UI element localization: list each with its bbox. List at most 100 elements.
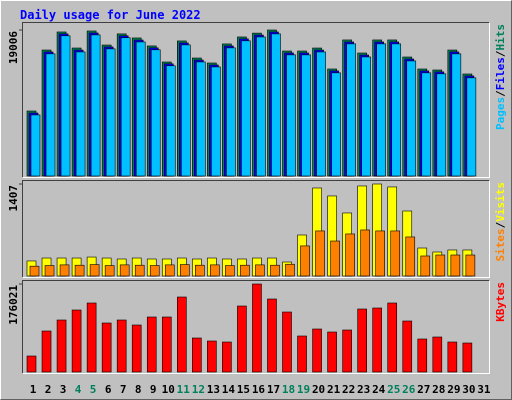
bar bbox=[361, 56, 371, 177]
x-tick-label: 26 bbox=[402, 383, 416, 396]
bar bbox=[301, 54, 311, 177]
bar bbox=[71, 309, 82, 373]
x-tick-label: 23 bbox=[357, 383, 370, 396]
bar bbox=[331, 72, 341, 177]
bar bbox=[462, 342, 473, 373]
bar bbox=[237, 305, 247, 373]
bar bbox=[466, 77, 477, 177]
bar bbox=[180, 264, 190, 277]
x-tick-label: 12 bbox=[192, 383, 205, 396]
legend-entry: Pages bbox=[494, 97, 507, 130]
x-tick-label: 3 bbox=[60, 383, 67, 396]
legend-separator: / bbox=[494, 50, 507, 57]
bar bbox=[376, 43, 386, 177]
bar bbox=[164, 264, 175, 277]
x-tick-label: 20 bbox=[312, 383, 325, 396]
x-tick-label: 28 bbox=[432, 383, 445, 396]
bar bbox=[105, 48, 116, 177]
legend-separator: / bbox=[494, 90, 507, 97]
bar bbox=[101, 322, 112, 373]
bar bbox=[59, 264, 70, 277]
bar bbox=[116, 319, 127, 373]
x-tick-label: 11 bbox=[177, 383, 191, 396]
bar bbox=[450, 254, 461, 277]
bar bbox=[447, 341, 458, 373]
panel-edge bbox=[22, 180, 490, 278]
x-tick-label: 15 bbox=[237, 383, 250, 396]
bar bbox=[181, 44, 191, 177]
x-tick-label: 22 bbox=[342, 383, 355, 396]
x-tick-label: 16 bbox=[252, 383, 266, 396]
legend: KBytes bbox=[494, 282, 507, 322]
bar bbox=[375, 230, 385, 277]
legend: Sites/Visits bbox=[494, 182, 507, 262]
x-tick-label: 7 bbox=[120, 383, 127, 396]
bar bbox=[451, 53, 462, 177]
x-tick-label: 9 bbox=[150, 383, 157, 396]
bar bbox=[421, 72, 432, 177]
panel-edge bbox=[22, 22, 490, 178]
bar bbox=[135, 41, 146, 177]
bar bbox=[44, 265, 55, 277]
bar bbox=[252, 283, 262, 373]
bar bbox=[165, 65, 176, 177]
bar bbox=[192, 337, 202, 373]
bar bbox=[402, 320, 413, 373]
bar bbox=[150, 49, 161, 177]
panel-edge bbox=[22, 22, 490, 178]
bar bbox=[390, 230, 401, 277]
bar bbox=[74, 264, 85, 277]
x-tick-label: 4 bbox=[75, 383, 82, 396]
bar bbox=[149, 265, 160, 277]
bar bbox=[436, 73, 447, 177]
legend-entry: KBytes bbox=[494, 282, 507, 322]
bar bbox=[282, 311, 292, 373]
bar bbox=[360, 229, 370, 277]
bar bbox=[342, 329, 352, 373]
bar bbox=[90, 34, 101, 177]
bar bbox=[210, 264, 220, 277]
bar bbox=[256, 36, 266, 177]
bar bbox=[297, 335, 307, 373]
bar bbox=[406, 60, 417, 177]
bar bbox=[131, 324, 142, 373]
legend-entry: Files bbox=[494, 57, 507, 90]
bar bbox=[86, 302, 97, 373]
bar bbox=[285, 263, 295, 277]
x-tick-label: 29 bbox=[447, 383, 460, 396]
bar bbox=[330, 240, 340, 277]
x-tick-label: 14 bbox=[222, 383, 236, 396]
x-tick-label: 25 bbox=[387, 383, 400, 396]
x-tick-label: 13 bbox=[207, 383, 220, 396]
bar bbox=[177, 296, 187, 373]
y-tick-label: 19006 bbox=[7, 31, 20, 64]
legend-entry: Visits bbox=[494, 182, 507, 222]
bar bbox=[56, 319, 67, 373]
bar bbox=[387, 302, 398, 373]
x-tick-label: 24 bbox=[372, 383, 386, 396]
x-tick-label: 10 bbox=[162, 383, 175, 396]
bar bbox=[41, 330, 52, 373]
bar bbox=[270, 264, 280, 277]
bar bbox=[391, 43, 402, 177]
bar bbox=[119, 264, 130, 277]
bar bbox=[316, 51, 326, 177]
bar bbox=[134, 264, 145, 277]
legend: Pages/Files/Hits bbox=[494, 24, 507, 130]
panel-edge bbox=[22, 280, 490, 374]
x-tick-label: 8 bbox=[135, 383, 142, 396]
bar bbox=[420, 255, 431, 277]
panel-edge bbox=[22, 280, 490, 374]
bar bbox=[357, 308, 367, 373]
bar bbox=[146, 316, 157, 373]
bar bbox=[161, 316, 172, 373]
bar bbox=[346, 43, 356, 177]
legend-separator: / bbox=[494, 221, 507, 228]
bar bbox=[240, 264, 250, 277]
bar bbox=[255, 264, 265, 277]
bar bbox=[120, 37, 131, 177]
x-tick-label: 17 bbox=[267, 383, 280, 396]
x-tick-label: 1 bbox=[30, 383, 37, 396]
x-tick-label: 31 bbox=[477, 383, 491, 396]
bar bbox=[104, 265, 115, 277]
